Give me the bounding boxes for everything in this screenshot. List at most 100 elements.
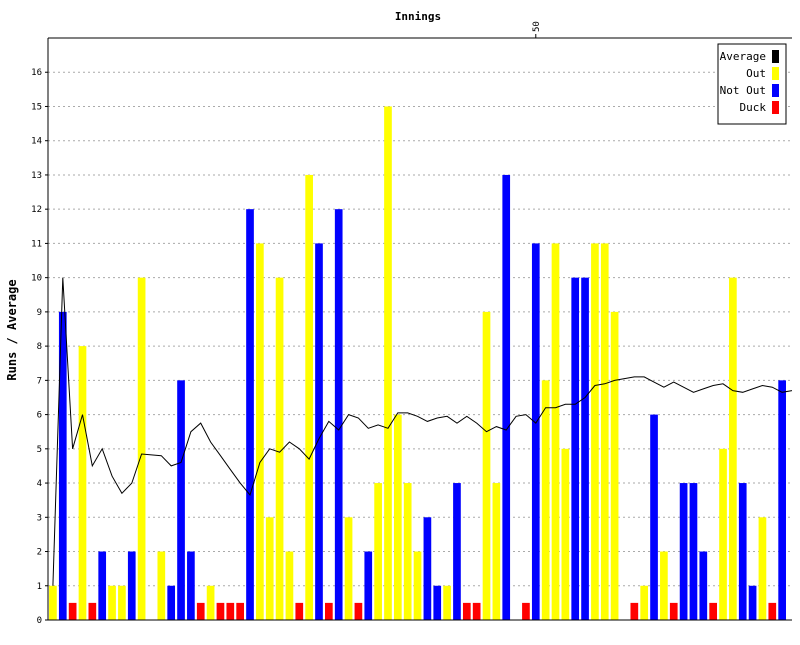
bar-duck — [68, 602, 77, 620]
bar-not-out — [778, 380, 786, 620]
bar-not-out — [748, 585, 757, 620]
bar-out — [482, 311, 491, 620]
bar-out — [49, 585, 57, 620]
y-tick-label: 12 — [31, 205, 42, 215]
bar-out — [561, 448, 570, 620]
bar-out — [640, 585, 649, 620]
bar-out — [591, 243, 599, 621]
y-tick-label: 7 — [37, 376, 42, 386]
chart-title: Innings — [395, 10, 441, 23]
bar-duck — [709, 602, 718, 620]
top-tick-label: 50 — [532, 21, 542, 32]
bar-duck — [88, 602, 97, 620]
y-tick-label: 14 — [31, 137, 42, 147]
y-tick-label: 15 — [31, 102, 42, 112]
bar-not-out — [334, 209, 343, 621]
bar-not-out — [531, 243, 540, 621]
bar-out — [413, 551, 422, 620]
bar-out — [403, 483, 412, 620]
bar-out — [305, 174, 313, 621]
bar-out — [374, 483, 382, 620]
bar-duck — [669, 602, 678, 620]
y-tick-label: 2 — [37, 548, 42, 558]
bar-duck — [768, 602, 777, 620]
bar-duck — [522, 602, 530, 620]
bar-out — [384, 106, 392, 621]
y-tick-label: 16 — [31, 68, 42, 78]
bar-not-out — [581, 277, 589, 620]
bar-out — [610, 311, 619, 620]
legend-swatch-average — [772, 50, 779, 63]
bar-not-out — [453, 483, 461, 620]
bar-not-out — [699, 551, 708, 620]
bar-duck — [325, 602, 333, 620]
legend-label-not-out: Not Out — [720, 84, 766, 97]
bar-out — [344, 517, 353, 620]
bar-duck — [462, 602, 471, 620]
bar-not-out — [315, 243, 323, 621]
bar-not-out — [187, 551, 195, 620]
bar-out — [393, 414, 402, 620]
bar-out — [275, 277, 284, 620]
bar-duck — [226, 602, 235, 620]
bar-out — [492, 483, 501, 620]
y-tick-label: 5 — [37, 445, 42, 455]
bar-not-out — [502, 174, 511, 621]
bar-out — [660, 551, 668, 620]
y-tick-label: 6 — [37, 411, 42, 421]
bar-not-out — [423, 517, 432, 620]
y-tick-label: 13 — [31, 171, 42, 181]
legend-label-duck: Duck — [740, 101, 767, 114]
bar-duck — [196, 602, 205, 620]
bar-duck — [630, 602, 639, 620]
bar-out — [719, 448, 727, 620]
y-tick-label: 1 — [37, 582, 42, 592]
bar-duck — [236, 602, 245, 620]
y-tick-label: 8 — [37, 342, 42, 352]
grid-layer — [48, 71, 792, 587]
bar-not-out — [177, 380, 185, 620]
bar-duck — [472, 602, 481, 620]
y-axis-label: Runs / Average — [5, 279, 19, 380]
bar-out — [285, 551, 294, 620]
bar-out — [729, 277, 737, 620]
legend-swatch-out — [772, 67, 779, 80]
bar-out — [758, 517, 767, 620]
bar-out — [157, 551, 166, 620]
bar-not-out — [679, 483, 688, 620]
bar-out — [551, 243, 560, 621]
bar-not-out — [650, 414, 658, 620]
y-tick-label: 10 — [31, 274, 42, 284]
bar-not-out — [364, 551, 373, 620]
bar-out — [118, 585, 126, 620]
y-tick-label: 9 — [37, 308, 42, 318]
bar-out — [265, 517, 274, 620]
bar-out — [78, 346, 87, 620]
bar-not-out — [433, 585, 442, 620]
legend: Average Out Not Out Duck — [717, 43, 787, 125]
legend-swatch-duck — [772, 101, 779, 114]
bar-out — [206, 585, 215, 620]
average-line — [52, 277, 793, 586]
bars-layer — [49, 106, 786, 621]
y-tick-label: 11 — [31, 239, 42, 249]
bar-not-out — [571, 277, 580, 620]
bar-out — [443, 585, 451, 620]
y-tick-label: 3 — [37, 513, 42, 523]
bar-not-out — [167, 585, 176, 620]
bar-out — [541, 380, 550, 620]
legend-label-out: Out — [746, 67, 766, 80]
legend-swatch-not-out — [772, 84, 779, 97]
bar-out — [600, 243, 609, 621]
bar-not-out — [58, 311, 67, 620]
bar-duck — [354, 602, 363, 620]
bar-not-out — [127, 551, 136, 620]
bar-not-out — [689, 483, 698, 620]
legend-label-average: Average — [720, 50, 766, 63]
bar-out — [108, 585, 116, 620]
average-layer — [52, 277, 793, 586]
bar-duck — [216, 602, 225, 620]
